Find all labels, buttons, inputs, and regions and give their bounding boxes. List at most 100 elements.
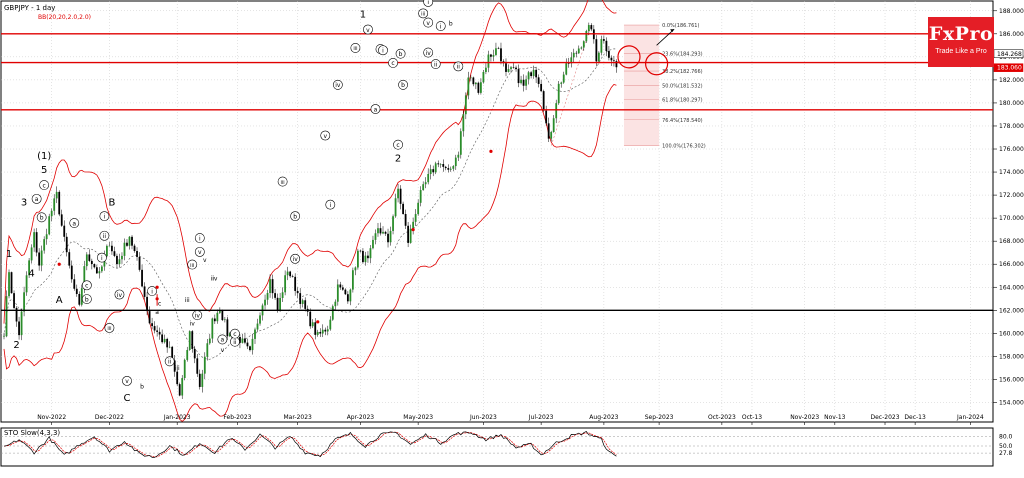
candle-body	[168, 346, 171, 348]
y-tick-label: 176.000	[999, 146, 1024, 153]
candle-body	[407, 225, 410, 243]
x-tick-label: Nov-13	[824, 414, 846, 421]
candle-body	[444, 166, 447, 169]
wave-label: iv	[117, 292, 123, 299]
wave-label: iii	[107, 326, 111, 332]
candle-body	[18, 321, 20, 336]
wave-label-circle	[81, 280, 92, 291]
wave-label-circle	[325, 199, 336, 210]
wave-label: iv	[426, 50, 432, 57]
candle-body	[364, 255, 367, 263]
wave-label-circle	[217, 334, 228, 345]
candle-body	[595, 39, 598, 62]
candle-body	[334, 301, 337, 307]
candle-body	[454, 157, 457, 167]
wave-label: a	[374, 106, 378, 113]
candle-body	[291, 276, 294, 277]
wave-label-circle	[31, 193, 42, 204]
candle-body	[63, 225, 66, 237]
candle-body	[304, 300, 307, 309]
wave-label: ii	[233, 339, 237, 346]
fib-level-label: 23.6%(184.293)	[662, 51, 703, 57]
wave-label: i	[151, 288, 153, 295]
candle-body	[269, 279, 271, 294]
main-panel	[0, 0, 994, 423]
candle-body	[507, 69, 510, 72]
candle-body	[143, 286, 146, 297]
candle-body	[118, 259, 121, 265]
candle-body	[90, 260, 93, 265]
candle-body	[382, 231, 384, 234]
candle-body	[58, 191, 61, 215]
candle-body	[241, 338, 244, 343]
wave-label-circle	[69, 218, 80, 228]
candle-body	[68, 252, 71, 266]
x-tick-label: Jun-2023	[469, 414, 497, 421]
candle-body	[178, 384, 181, 396]
candle-body	[525, 79, 527, 86]
candle-body	[123, 242, 126, 256]
wave-label-circle	[290, 211, 301, 222]
wave-label: 2	[395, 154, 401, 165]
x-tick-label: Jan-2024	[956, 414, 984, 421]
candle-body	[497, 48, 500, 49]
candle-body	[545, 110, 548, 124]
candle-body	[344, 289, 347, 295]
signal-marker	[155, 285, 159, 289]
candle-body	[239, 336, 241, 343]
candle-body	[65, 236, 68, 253]
wave-label-circle	[332, 79, 343, 90]
candle-body	[201, 373, 204, 387]
candle-body	[530, 72, 532, 77]
signal-marker	[489, 149, 493, 153]
candle-body	[70, 265, 73, 280]
wave-label-circle	[290, 253, 301, 264]
wave-label-circle	[194, 246, 205, 257]
candle-body	[156, 330, 159, 332]
candle-body	[326, 329, 329, 332]
wave-label: b	[401, 82, 405, 89]
candle-body	[570, 57, 573, 64]
candle-body	[203, 356, 206, 374]
wave-label: i	[382, 48, 384, 55]
candle-body	[560, 82, 563, 84]
grid	[1, 1, 993, 422]
candle-body	[171, 346, 174, 361]
candle-body	[319, 331, 322, 334]
candle-body	[176, 371, 179, 385]
candle-body	[339, 284, 342, 288]
y-tick-label: 172.000	[999, 192, 1024, 199]
candle-body	[254, 329, 256, 339]
candle-body	[73, 279, 76, 289]
candle-body	[367, 255, 369, 259]
candle-body	[577, 48, 580, 54]
candle-body	[432, 169, 435, 173]
candle-body	[153, 326, 156, 331]
wave-label-small: i	[227, 316, 229, 323]
candle-body	[575, 52, 578, 54]
candle-body	[510, 67, 512, 70]
x-tick-label: Dec-2022	[95, 414, 124, 421]
candle-body	[281, 292, 284, 298]
x-tick-label: Dec-2023	[870, 414, 899, 421]
candle-body	[535, 69, 538, 78]
wave-labels: (1)53412ABC12abcabciiiiiviiiviiiiiiivivi…	[6, 0, 464, 404]
sto-level-label: 80.0	[999, 433, 1013, 440]
candle-body	[196, 358, 199, 374]
y-tick-label: 170.000	[999, 215, 1024, 222]
candle-body	[48, 216, 51, 235]
candle-body	[206, 343, 209, 357]
wave-label-small: b	[140, 384, 144, 391]
candle-body	[266, 293, 269, 300]
wave-label-circle	[378, 45, 388, 56]
fib-level-label: 0.0%(186.761)	[662, 23, 699, 29]
candle-body	[422, 184, 425, 191]
candle-body	[226, 319, 229, 337]
candle-body	[457, 154, 460, 158]
highlight-circle	[644, 52, 669, 76]
candle-body	[30, 247, 33, 261]
candle-body	[309, 311, 312, 327]
wave-label: 3	[21, 197, 27, 208]
wave-label-small: v	[221, 347, 225, 354]
y-tick-label: 186.000	[999, 31, 1024, 38]
